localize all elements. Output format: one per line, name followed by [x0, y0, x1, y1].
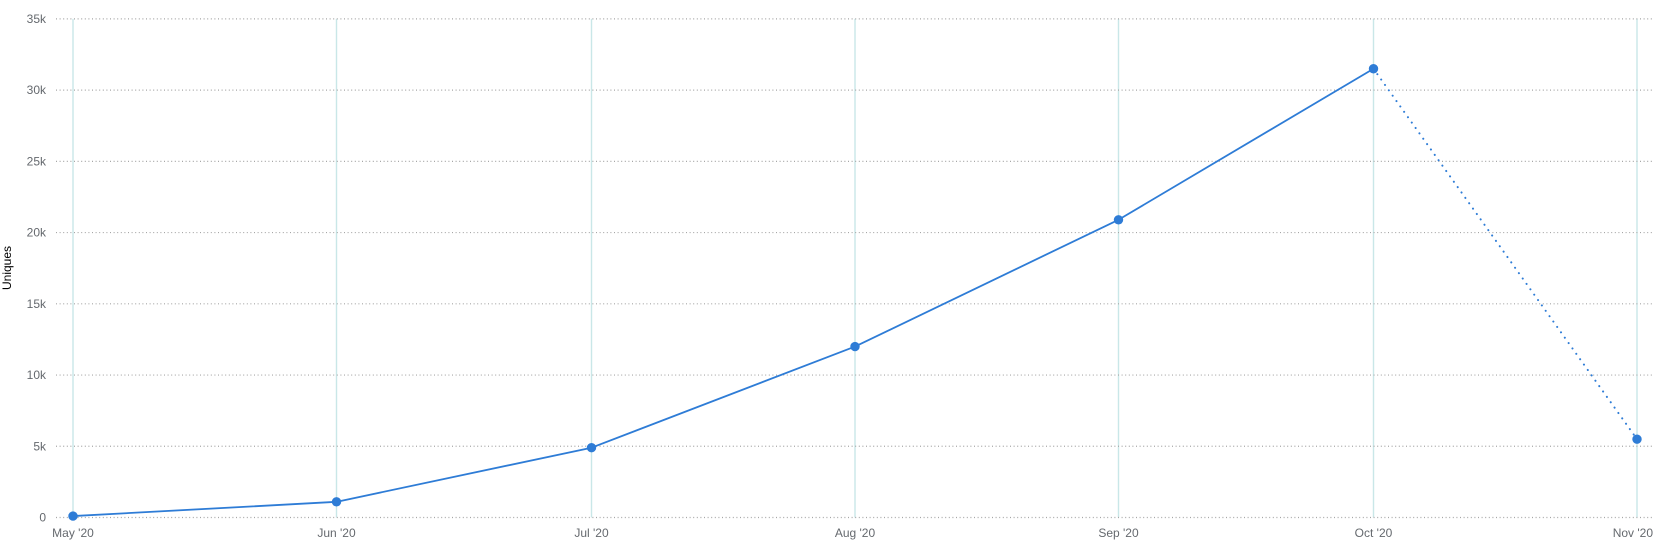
- uniques-series-points: [68, 64, 1642, 521]
- x-tick-label: Aug '20: [835, 526, 876, 540]
- data-point-marker[interactable]: [1113, 215, 1124, 225]
- x-tick-label: Jul '20: [574, 526, 609, 540]
- y-tick-label: 20k: [27, 226, 47, 240]
- y-tick-label: 10k: [27, 368, 47, 382]
- data-point-marker[interactable]: [331, 497, 342, 507]
- y-axis-tick-labels: 0 5k 10k 15k 20k 25k 30k 35k: [27, 12, 47, 525]
- y-tick-label: 35k: [27, 12, 47, 26]
- x-tick-label: Jun '20: [317, 526, 356, 540]
- x-axis-tick-labels: May '20 Jun '20 Jul '20 Aug '20 Sep '20 Oct '…: [52, 526, 1653, 540]
- y-tick-label: 25k: [27, 154, 47, 168]
- data-point-marker[interactable]: [850, 341, 860, 352]
- uniques-line: [72, 67, 1374, 517]
- vertical-gridlines: [72, 18, 1638, 518]
- x-tick-label: Nov '20: [1613, 526, 1654, 540]
- uniques-line-projected: [1372, 67, 1638, 441]
- uniques-series: [72, 67, 1638, 517]
- data-point-marker[interactable]: [68, 511, 78, 521]
- data-point-marker[interactable]: [586, 442, 597, 453]
- data-point-marker[interactable]: [1632, 434, 1642, 444]
- data-point-marker[interactable]: [1368, 64, 1379, 74]
- x-tick-label: Oct '20: [1355, 526, 1393, 540]
- y-tick-label: 0: [39, 511, 46, 525]
- y-axis-title: Uniques: [0, 246, 14, 290]
- y-tick-label: 5k: [33, 439, 47, 453]
- y-tick-label: 30k: [27, 83, 47, 97]
- x-tick-label: Sep '20: [1098, 526, 1139, 540]
- x-tick-label: May '20: [52, 526, 94, 540]
- y-tick-label: 15k: [27, 297, 47, 311]
